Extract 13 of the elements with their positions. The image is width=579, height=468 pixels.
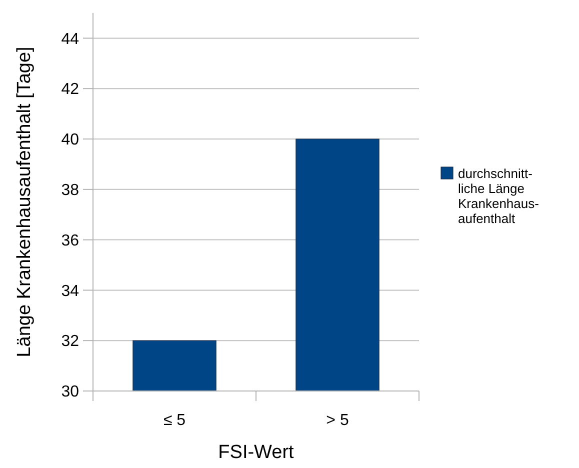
y-tick-label: 30: [61, 384, 80, 401]
legend-label: durchschnitt-liche Länge Krankenhaus-aufenthalt: [458, 166, 539, 226]
y-tick-label: 40: [61, 132, 80, 149]
y-tick-label: 36: [61, 232, 80, 250]
x-tick-label: > 5: [326, 412, 349, 429]
y-tick-label: 42: [61, 81, 80, 98]
y-axis-title: Länge Krankenhausaufenthalt [Tage]: [14, 46, 35, 358]
y-tick-label: 44: [61, 30, 80, 48]
y-tick-label: 38: [61, 182, 80, 199]
x-axis-title: FSI-Wert: [218, 442, 295, 463]
y-tick-label: 34: [61, 282, 80, 300]
x-tick-label: ≤ 5: [163, 412, 186, 429]
y-tick-label: 32: [61, 333, 80, 350]
